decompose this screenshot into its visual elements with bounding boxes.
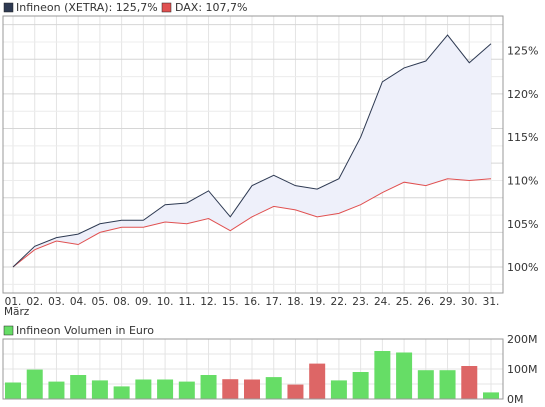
volume-bar	[178, 381, 195, 399]
legend-swatch-volume	[3, 325, 14, 336]
volume-bar	[5, 382, 21, 399]
y-tick-label: 115%	[507, 131, 538, 144]
volume-bar	[374, 351, 391, 399]
main-plot-frame	[2, 15, 504, 294]
volume-y-tick-labels: 0M 100M 200M	[507, 333, 538, 406]
volume-bar	[309, 363, 326, 399]
y-tick-label: 125%	[507, 45, 538, 58]
volume-bar	[461, 366, 478, 399]
y-tick-label: 100%	[507, 261, 538, 274]
x-tick-label: 29.	[439, 296, 456, 308]
x-tick-label: 16.	[244, 296, 261, 308]
volume-y-tick-label: 0M	[507, 393, 524, 406]
x-tick-label: 03.	[48, 296, 65, 308]
x-tick-label: 24.	[374, 296, 391, 308]
volume-bar	[222, 379, 239, 399]
volume-bar	[483, 392, 499, 399]
x-tick-label: 01.	[5, 296, 22, 308]
x-tick-label: 04.	[70, 296, 87, 308]
legend-swatch-dax	[161, 2, 172, 13]
y-tick-label: 110%	[507, 174, 538, 187]
infineon-line	[12, 34, 492, 268]
x-tick-label: 31.	[483, 296, 500, 308]
volume-bar	[91, 380, 108, 399]
y-tick-label: 105%	[507, 218, 538, 231]
x-tick-label: 09.	[135, 296, 152, 308]
volume-bar	[200, 375, 217, 399]
x-tick-label: 19.	[309, 296, 326, 308]
legend-label-volume: Infineon Volumen in Euro	[16, 324, 154, 337]
x-month-label: März	[4, 306, 30, 318]
volume-bar	[330, 380, 347, 399]
y-tick-label: 120%	[507, 88, 538, 101]
x-tick-label: 25.	[396, 296, 413, 308]
x-tick-label: 05.	[92, 296, 109, 308]
x-tick-label: 30.	[461, 296, 478, 308]
x-tick-label: 15.	[222, 296, 239, 308]
volume-bar	[439, 370, 456, 399]
volume-bar	[135, 379, 152, 399]
legend-label-dax: DAX: 107,7%	[175, 1, 247, 14]
x-tick-label: 17.	[265, 296, 282, 308]
volume-y-tick-label: 100M	[507, 363, 538, 376]
volume-bar	[113, 386, 130, 399]
x-tick-label: 10.	[157, 296, 174, 308]
main-y-tick-labels: 100% 105% 110% 115% 120% 125%	[507, 45, 538, 274]
x-tick-labels: 01. 02. 03. 04. 05. 08. 09. 10. 11. 12. 15. 16. 17. 1…	[5, 296, 500, 308]
x-tick-label: 11.	[178, 296, 195, 308]
dax-line	[12, 178, 492, 268]
x-tick-label: 26.	[417, 296, 434, 308]
x-tick-label: 18.	[287, 296, 304, 308]
volume-bar	[26, 369, 43, 399]
x-tick-label: 12.	[200, 296, 217, 308]
x-tick-label: 23.	[352, 296, 369, 308]
volume-bar	[265, 377, 282, 399]
volume-bar	[48, 381, 65, 399]
infineon-area	[13, 35, 491, 268]
x-tick-label: 02.	[26, 296, 43, 308]
main-grid	[3, 16, 503, 293]
volume-bar	[287, 384, 304, 399]
volume-bar	[157, 379, 174, 399]
volume-bar	[396, 352, 413, 399]
volume-bar	[417, 370, 434, 399]
volume-bar	[352, 372, 369, 399]
legend-swatch-infineon	[3, 2, 14, 13]
legend-label-infineon: Infineon (XETRA): 125,7%	[16, 1, 158, 14]
volume-bar	[70, 375, 87, 399]
volume-bar	[244, 379, 260, 399]
volume-plot-frame	[2, 338, 504, 400]
volume-bars	[5, 351, 499, 399]
volume-y-tick-label: 200M	[507, 333, 538, 346]
x-tick-label: 08.	[113, 296, 130, 308]
x-tick-label: 22.	[331, 296, 348, 308]
